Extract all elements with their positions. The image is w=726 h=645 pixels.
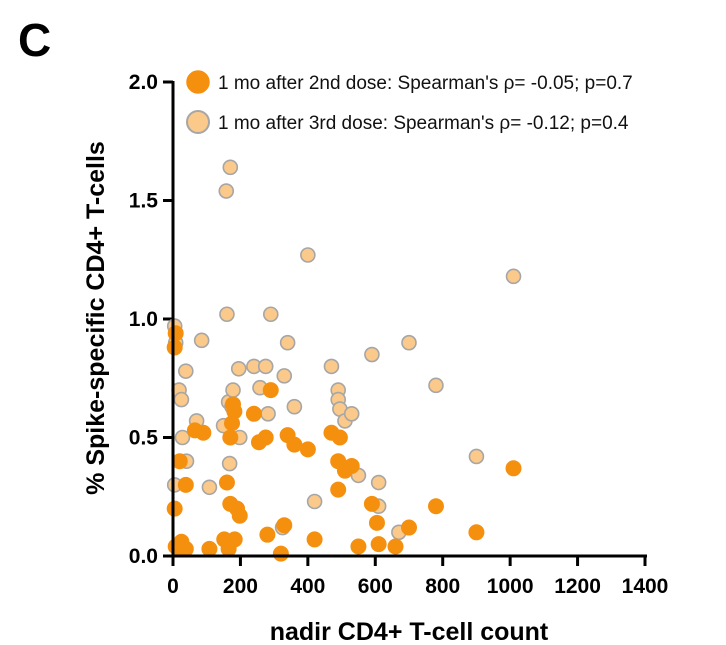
data-point-3rd-dose bbox=[257, 358, 274, 375]
data-point-3rd-dose bbox=[343, 405, 360, 422]
data-point-3rd-dose bbox=[276, 368, 293, 384]
data-point-2nd-dose bbox=[331, 429, 348, 446]
x-tick-label: 400 bbox=[290, 575, 325, 598]
data-point-3rd-dose bbox=[174, 429, 191, 446]
data-point-2nd-dose bbox=[166, 500, 183, 517]
data-points bbox=[166, 159, 522, 562]
data-point-3rd-dose bbox=[219, 306, 235, 323]
data-point-2nd-dose bbox=[177, 476, 194, 493]
data-point-3rd-dose bbox=[323, 358, 340, 375]
data-point-2nd-dose bbox=[350, 538, 367, 555]
x-tick-label: 800 bbox=[425, 575, 460, 598]
data-point-3rd-dose bbox=[193, 332, 210, 349]
data-point-3rd-dose bbox=[222, 159, 239, 176]
data-point-3rd-dose bbox=[370, 474, 387, 491]
data-point-3rd-dose bbox=[306, 493, 323, 510]
data-point-3rd-dose bbox=[468, 448, 485, 465]
data-point-2nd-dose bbox=[427, 498, 444, 515]
y-tick-label: 0.0 bbox=[129, 545, 158, 568]
legend: 1 mo after 2nd dose: Spearman's ρ= -0.05… bbox=[186, 70, 633, 134]
data-point-2nd-dose bbox=[330, 481, 347, 498]
data-point-3rd-dose bbox=[364, 346, 380, 363]
data-point-2nd-dose bbox=[245, 405, 262, 422]
data-point-3rd-dose bbox=[221, 455, 238, 472]
x-tick-label: 1000 bbox=[487, 575, 534, 598]
data-point-3rd-dose bbox=[225, 382, 241, 398]
data-point-2nd-dose bbox=[286, 436, 303, 453]
legend-marker-2nd-dose bbox=[186, 70, 210, 94]
data-point-2nd-dose bbox=[276, 517, 293, 534]
data-point-3rd-dose bbox=[279, 334, 296, 351]
data-point-2nd-dose bbox=[226, 531, 243, 548]
legend-marker-3rd-dose bbox=[186, 110, 210, 134]
data-point-2nd-dose bbox=[306, 531, 323, 548]
data-point-2nd-dose bbox=[166, 339, 183, 356]
data-point-2nd-dose bbox=[262, 382, 279, 399]
data-point-2nd-dose bbox=[259, 526, 276, 543]
panel-label: C bbox=[18, 14, 51, 66]
data-point-3rd-dose bbox=[230, 360, 247, 377]
data-point-2nd-dose bbox=[370, 536, 387, 553]
data-point-3rd-dose bbox=[173, 391, 190, 408]
data-point-2nd-dose bbox=[167, 325, 184, 342]
y-tick-label: 0.5 bbox=[129, 427, 159, 450]
data-point-3rd-dose bbox=[262, 306, 279, 323]
y-tick-label: 1.0 bbox=[129, 308, 158, 331]
data-point-3rd-dose bbox=[286, 398, 303, 415]
data-point-2nd-dose bbox=[401, 519, 417, 536]
x-tick-label: 200 bbox=[223, 575, 258, 598]
data-point-2nd-dose bbox=[368, 514, 385, 531]
y-tick-label: 2.0 bbox=[129, 71, 158, 94]
x-tick-label: 1400 bbox=[622, 575, 669, 598]
data-point-3rd-dose bbox=[300, 247, 316, 263]
legend-label-2nd-dose: 1 mo after 2nd dose: Spearman's ρ= -0.05… bbox=[218, 73, 633, 94]
data-point-2nd-dose bbox=[272, 545, 289, 562]
legend-label-3rd-dose: 1 mo after 3rd dose: Spearman's ρ= -0.12… bbox=[218, 113, 629, 134]
data-point-2nd-dose bbox=[299, 441, 316, 458]
axis-ticks: 0 200 400 600 800 1000 1200 1400 0.0 0.5 1.0 1.5 2.0 bbox=[129, 71, 669, 598]
data-point-3rd-dose bbox=[201, 479, 218, 496]
data-point-2nd-dose bbox=[468, 524, 485, 541]
data-point-3rd-dose bbox=[401, 334, 417, 351]
x-tick-label: 600 bbox=[358, 575, 393, 598]
data-point-2nd-dose bbox=[343, 457, 360, 474]
data-point-2nd-dose bbox=[195, 424, 212, 441]
data-point-2nd-dose bbox=[231, 507, 248, 524]
data-point-2nd-dose bbox=[257, 429, 274, 446]
data-point-2nd-dose bbox=[177, 540, 194, 557]
x-tick-label: 1200 bbox=[554, 575, 601, 598]
data-point-3rd-dose bbox=[178, 363, 194, 379]
data-point-2nd-dose bbox=[222, 429, 239, 446]
data-point-2nd-dose bbox=[201, 540, 218, 557]
data-point-2nd-dose bbox=[505, 460, 522, 477]
x-axis-title: nadir CD4+ T-cell count bbox=[270, 618, 549, 645]
data-point-2nd-dose bbox=[387, 538, 404, 555]
data-point-2nd-dose bbox=[363, 495, 380, 512]
data-point-2nd-dose bbox=[218, 474, 235, 491]
data-point-2nd-dose bbox=[226, 403, 243, 420]
y-tick-label: 1.5 bbox=[129, 190, 159, 213]
x-tick-label: 0 bbox=[167, 575, 179, 598]
y-axis-title: % Spike-specific CD4+ T-cells bbox=[82, 141, 110, 495]
data-point-3rd-dose bbox=[218, 183, 235, 199]
data-point-3rd-dose bbox=[260, 405, 276, 422]
data-point-3rd-dose bbox=[505, 268, 522, 285]
data-point-3rd-dose bbox=[428, 377, 444, 394]
